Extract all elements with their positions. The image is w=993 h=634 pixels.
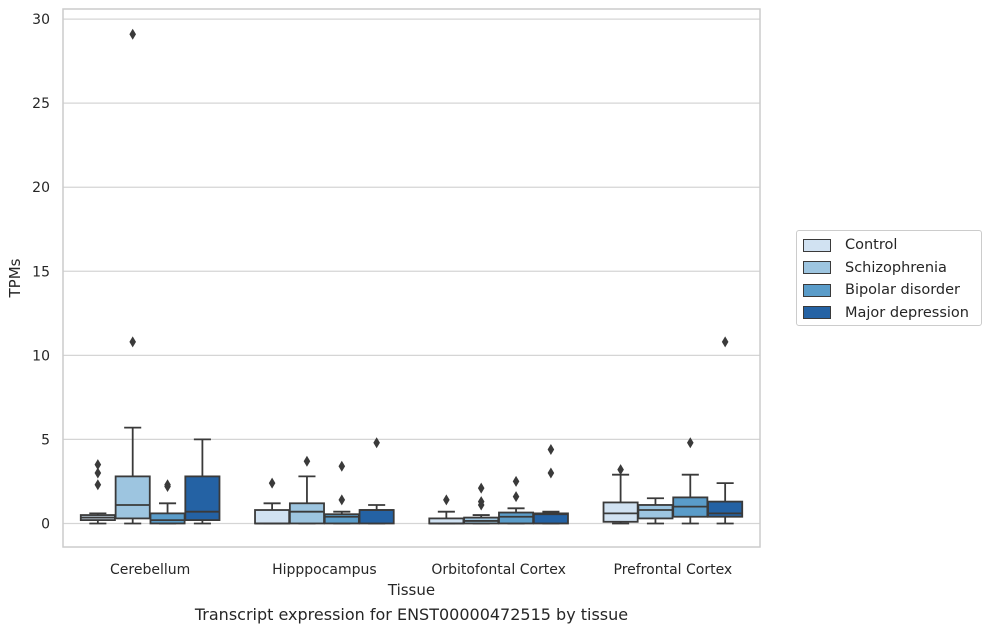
legend-swatch-bipolar-disorder — [803, 283, 831, 297]
box — [288, 502, 325, 525]
outlier-point — [129, 28, 136, 40]
y-axis-label: TPMs — [6, 258, 24, 298]
box-group — [358, 437, 395, 525]
outlier-point — [477, 496, 485, 508]
box — [254, 509, 291, 525]
x-tick-labels: Cerebellum Hipppocampus Orbitofontal Corte… — [110, 562, 732, 578]
legend-label-control: Control — [845, 237, 898, 253]
box-group — [184, 438, 221, 525]
outlier-point — [547, 443, 555, 455]
x-tick-label: Prefrontal Cortex — [614, 562, 733, 578]
y-tick-label: 20 — [32, 180, 50, 196]
outlier-point — [721, 336, 729, 348]
outlier-point — [687, 437, 694, 449]
box — [184, 475, 221, 522]
outlier-point — [512, 491, 520, 503]
box — [637, 504, 674, 520]
outlier-point — [129, 336, 136, 348]
box-group — [672, 437, 709, 525]
box-group — [254, 477, 291, 525]
y-tick-label: 15 — [32, 264, 50, 280]
box — [498, 511, 535, 525]
outlier-point — [338, 460, 346, 472]
legend-swatch-control — [803, 238, 831, 252]
legend-label-bipolar-disorder: Bipolar disorder — [845, 282, 960, 298]
y-tick-label: 0 — [41, 516, 50, 532]
box-group — [79, 459, 116, 525]
outlier-point — [164, 479, 171, 491]
y-tick-label: 30 — [32, 12, 50, 28]
legend-swatch-major-depression — [803, 306, 831, 319]
x-tick-label: Cerebellum — [110, 562, 190, 578]
legend-swatch-schizophrenia — [803, 261, 831, 274]
box-groups — [79, 28, 744, 525]
outlier-point — [373, 437, 380, 449]
box — [602, 501, 639, 523]
legend-item-schizophrenia: Schizophrenia — [803, 258, 947, 278]
box-group — [288, 455, 325, 525]
plot-frame — [62, 8, 761, 548]
legend: Control Schizophrenia Bipolar disorder M… — [796, 230, 982, 326]
box — [707, 500, 744, 518]
outlier-point — [547, 467, 555, 479]
box — [358, 509, 395, 525]
outlier-point — [94, 479, 102, 491]
legend-label-major-depression: Major depression — [845, 304, 969, 321]
box — [323, 513, 360, 525]
x-tick-label: Hipppocampus — [272, 562, 377, 578]
outlier-point — [268, 477, 276, 489]
outlier-point — [94, 459, 102, 471]
gridlines — [63, 18, 760, 525]
legend-label-schizophrenia: Schizophrenia — [845, 259, 947, 276]
box-group — [149, 479, 186, 525]
outlier-point — [338, 494, 346, 506]
chart-caption: Transcript expression for ENST0000047251… — [194, 605, 629, 624]
box-group — [463, 482, 500, 525]
outlier-point — [94, 467, 102, 479]
box-group — [637, 497, 674, 525]
outlier-point — [512, 475, 520, 487]
outlier-point — [617, 464, 624, 476]
y-tick-label: 25 — [32, 96, 50, 112]
legend-item-major-depression: Major depression — [803, 303, 969, 323]
legend-item-control: Control — [803, 235, 897, 255]
box-group — [114, 28, 151, 525]
box — [149, 512, 186, 525]
legend-item-bipolar-disorder: Bipolar disorder — [803, 280, 960, 300]
outlier-point — [443, 494, 450, 506]
box-group — [323, 460, 360, 525]
y-tick-label: 10 — [32, 348, 50, 364]
outlier-point — [303, 455, 311, 467]
box-group — [498, 475, 535, 525]
box-group — [707, 336, 744, 525]
box-group — [532, 443, 569, 525]
x-axis-label: Tissue — [387, 581, 435, 599]
box — [114, 475, 151, 520]
outlier-point — [477, 482, 485, 494]
x-tick-label: Orbitofontal Cortex — [431, 562, 566, 578]
y-tick-label: 5 — [41, 432, 50, 448]
box-group — [428, 494, 465, 525]
y-tick-labels: 0 5 10 15 20 25 30 — [32, 12, 50, 532]
box-group — [602, 464, 639, 525]
